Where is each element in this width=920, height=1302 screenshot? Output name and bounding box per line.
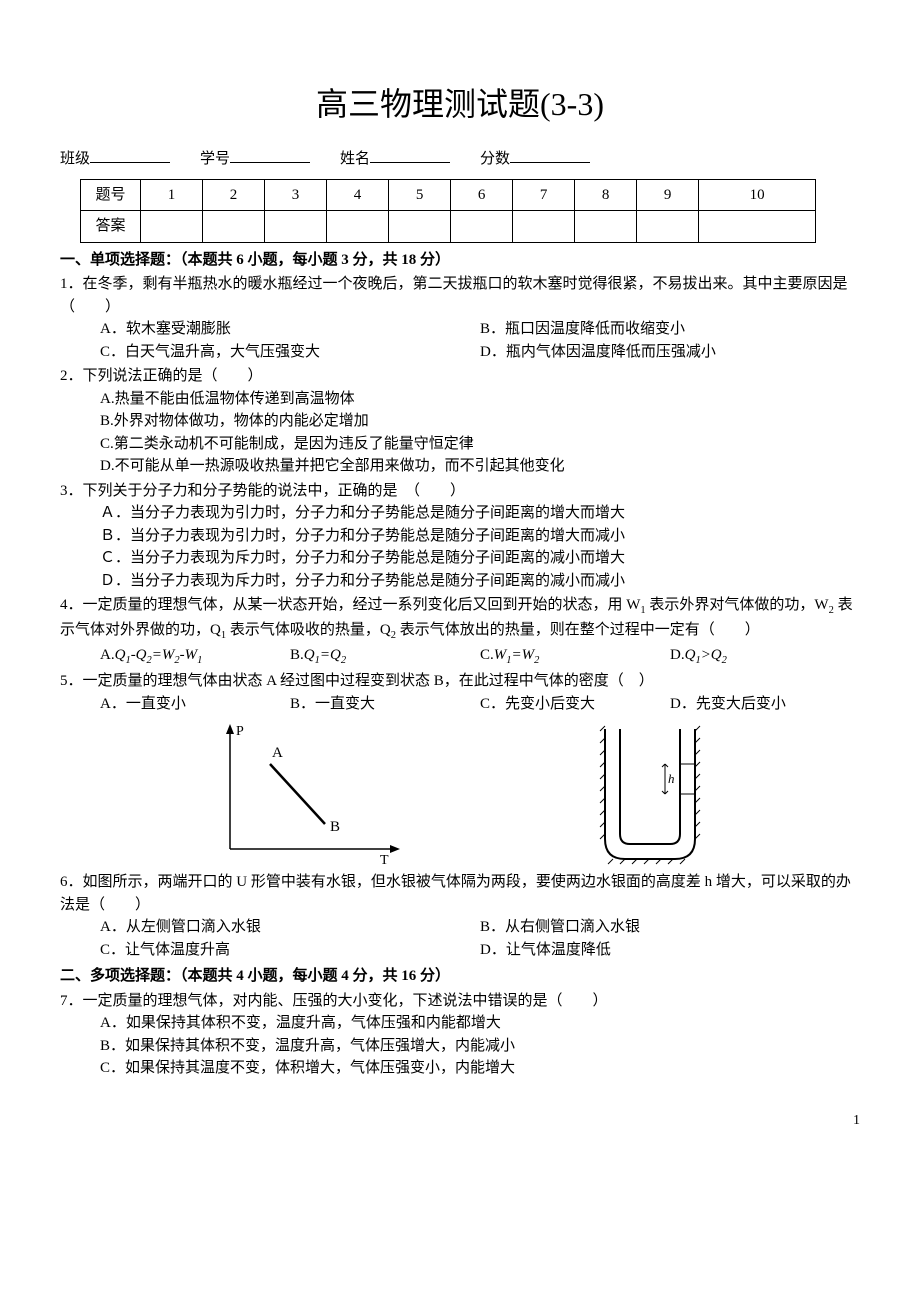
point-b-label: B <box>330 819 340 835</box>
q5-opt-c: C．先变小后变大 <box>480 693 670 716</box>
page-title: 高三物理测试题(3-3) <box>60 80 860 128</box>
q5-opt-a: A．一直变小 <box>100 693 290 716</box>
section-a-title: 一、单项选择题：（本题共 6 小题，每小题 3 分，共 18 分） <box>60 249 860 272</box>
q6-options: A．从左侧管口滴入水银 B．从右侧管口滴入水银 C．让气体温度升高 D．让气体温… <box>60 916 860 961</box>
answer-cell[interactable] <box>513 211 575 243</box>
q2-opt-a: A.热量不能由低温物体传递到高温物体 <box>100 388 860 411</box>
q4-opt-a: A.Q1-Q2=W2-W1 <box>100 644 290 669</box>
grid-col: 6 <box>451 179 513 211</box>
q1-opt-a: A．软木塞受潮膨胀 <box>100 318 480 341</box>
name-label: 姓名 <box>340 151 370 167</box>
grid-col: 7 <box>513 179 575 211</box>
answer-cell[interactable] <box>575 211 637 243</box>
answer-cell[interactable] <box>637 211 699 243</box>
grid-col: 4 <box>327 179 389 211</box>
q1-opt-b: B．瓶口因温度降低而收缩变小 <box>480 318 860 341</box>
q2-opt-b: B.外界对物体做功，物体的内能必定增加 <box>100 410 860 433</box>
q2-options: A.热量不能由低温物体传递到高温物体 B.外界对物体做功，物体的内能必定增加 C… <box>60 388 860 478</box>
q7-opt-c: C．如果保持其温度不变，体积增大，气体压强变小，内能增大 <box>100 1057 860 1080</box>
q6-opt-c: C．让气体温度升高 <box>100 939 480 962</box>
q4-stem: 4．一定质量的理想气体，从某一状态开始，经过一系列变化后又回到开始的状态，用 W… <box>60 594 860 644</box>
q3-stem: 3．下列关于分子力和分子势能的说法中，正确的是 （ ） <box>60 480 860 503</box>
q5-options: A．一直变小 B．一直变大 C．先变小后变大 D．先变大后变小 <box>60 693 860 716</box>
answer-cell[interactable] <box>141 211 203 243</box>
axis-t-label: T <box>380 853 389 868</box>
pt-chart: P T A B <box>210 719 410 869</box>
q1-stem: 1．在冬季，剩有半瓶热水的暖水瓶经过一个夜晚后，第二天拔瓶口的软木塞时觉得很紧，… <box>60 273 860 318</box>
q6-opt-d: D．让气体温度降低 <box>480 939 860 962</box>
axis-p-label: P <box>236 724 244 739</box>
grid-col: 10 <box>699 179 816 211</box>
q2-opt-d: D.不可能从单一热源吸收热量并把它全部用来做功，而不引起其他变化 <box>100 455 860 478</box>
id-blank[interactable] <box>230 148 310 163</box>
point-a-label: A <box>272 745 283 761</box>
q1-opt-d: D．瓶内气体因温度降低而压强减小 <box>480 341 860 364</box>
q4-opt-b: B.Q1=Q2 <box>290 644 480 669</box>
q3-options: Ａ．当分子力表现为引力时，分子力和分子势能总是随分子间距离的增大而增大 Ｂ．当分… <box>60 502 860 592</box>
answer-cell[interactable] <box>265 211 327 243</box>
q4-opt-c: C.W1=W2 <box>480 644 670 669</box>
q7-opt-a: A．如果保持其体积不变，温度升高，气体压强和内能都增大 <box>100 1012 860 1035</box>
grid-col: 2 <box>203 179 265 211</box>
q3-opt-c: Ｃ．当分子力表现为斥力时，分子力和分子势能总是随分子间距离的减小而增大 <box>100 547 860 570</box>
q4-options: A.Q1-Q2=W2-W1 B.Q1=Q2 C.W1=W2 D.Q1>Q2 <box>60 644 860 669</box>
name-blank[interactable] <box>370 148 450 163</box>
q1-options: A．软木塞受潮膨胀 B．瓶口因温度降低而收缩变小 C．白天气温升高，大气压强变大… <box>60 318 860 363</box>
q1-opt-c: C．白天气温升高，大气压强变大 <box>100 341 480 364</box>
score-blank[interactable] <box>510 148 590 163</box>
student-info-row: 班级 学号 姓名 分数 <box>60 148 860 171</box>
id-label: 学号 <box>200 151 230 167</box>
q5-stem: 5．一定质量的理想气体由状态 A 经过图中过程变到状态 B，在此过程中气体的密度… <box>60 670 860 693</box>
score-label: 分数 <box>480 151 510 167</box>
q7-options: A．如果保持其体积不变，温度升高，气体压强和内能都增大 B．如果保持其体积不变，… <box>60 1012 860 1080</box>
answer-cell[interactable] <box>699 211 816 243</box>
answer-cell[interactable] <box>389 211 451 243</box>
grid-row2-label: 答案 <box>81 211 141 243</box>
section-b-title: 二、多项选择题：（本题共 4 小题，每小题 4 分，共 16 分） <box>60 965 860 988</box>
q3-opt-b: Ｂ．当分子力表现为引力时，分子力和分子势能总是随分子间距离的增大而减小 <box>100 525 860 548</box>
answer-cell[interactable] <box>327 211 389 243</box>
utube-diagram: h <box>590 719 710 869</box>
class-blank[interactable] <box>90 148 170 163</box>
q7-opt-b: B．如果保持其体积不变，温度升高，气体压强增大，内能减小 <box>100 1035 860 1058</box>
q4-opt-d: D.Q1>Q2 <box>670 644 860 669</box>
answer-grid: 题号 1 2 3 4 5 6 7 8 9 10 答案 <box>80 179 816 243</box>
grid-col: 8 <box>575 179 637 211</box>
q2-opt-c: C.第二类永动机不可能制成，是因为违反了能量守恒定律 <box>100 433 860 456</box>
q3-opt-d: Ｄ．当分子力表现为斥力时，分子力和分子势能总是随分子间距离的减小而减小 <box>100 570 860 593</box>
q5-opt-b: B．一直变大 <box>290 693 480 716</box>
answer-cell[interactable] <box>451 211 513 243</box>
q5-opt-d: D．先变大后变小 <box>670 693 860 716</box>
grid-col: 3 <box>265 179 327 211</box>
q6-opt-a: A．从左侧管口滴入水银 <box>100 916 480 939</box>
q3-opt-a: Ａ．当分子力表现为引力时，分子力和分子势能总是随分子间距离的增大而增大 <box>100 502 860 525</box>
grid-col: 9 <box>637 179 699 211</box>
answer-cell[interactable] <box>203 211 265 243</box>
grid-col: 1 <box>141 179 203 211</box>
q6-opt-b: B．从右侧管口滴入水银 <box>480 916 860 939</box>
grid-col: 5 <box>389 179 451 211</box>
q2-stem: 2．下列说法正确的是（ ） <box>60 365 860 388</box>
class-label: 班级 <box>60 151 90 167</box>
q7-stem: 7．一定质量的理想气体，对内能、压强的大小变化，下述说法中错误的是（ ） <box>60 990 860 1013</box>
page-number: 1 <box>60 1110 860 1131</box>
q6-stem: 6．如图所示，两端开口的 U 形管中装有水银，但水银被气体隔为两段，要使两边水银… <box>60 871 860 916</box>
grid-row1-label: 题号 <box>81 179 141 211</box>
h-label: h <box>668 771 675 786</box>
